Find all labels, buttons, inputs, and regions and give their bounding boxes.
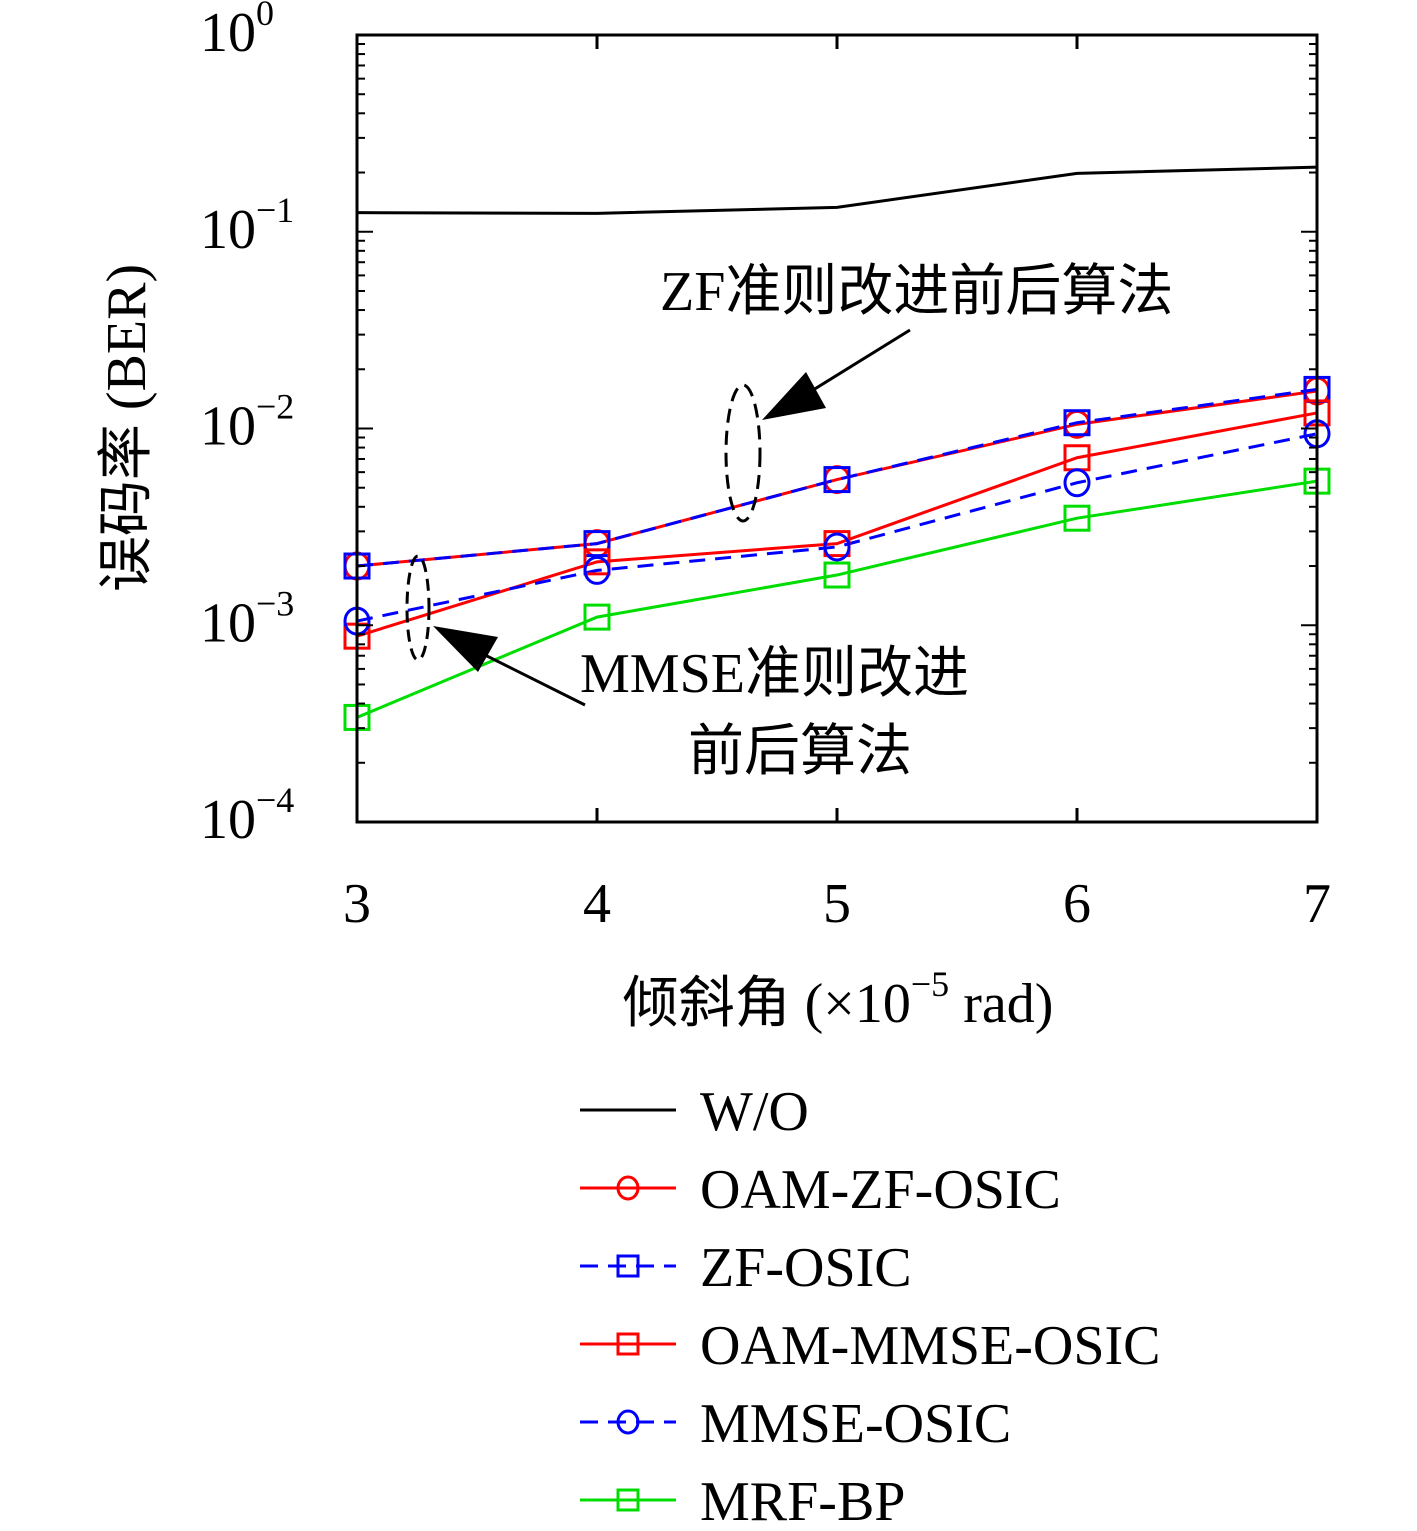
x-axis-title-exponent: −5 [911, 964, 949, 1004]
series-5-point-2 [823, 561, 851, 589]
series-5-point-3 [1063, 504, 1091, 532]
x-tick-label-4: 7 [1303, 873, 1331, 935]
legend-marker-2 [616, 1254, 640, 1278]
mmse-annotation-label-line1: MMSE准则改进 [580, 643, 969, 705]
plot-series-group [356, 165, 1318, 719]
series-line-0 [356, 165, 1318, 215]
legend: W/O OAM-ZF-OSIC ZF-OSIC OAM-MMSE-OSIC MMSE-O… [580, 1081, 1161, 1531]
legend-label-1: OAM-ZF-OSIC [700, 1159, 1061, 1221]
y-tick-label-base: 10 [200, 592, 256, 654]
legend-marker-1 [616, 1175, 640, 1201]
mmse-arrow-shaft [474, 648, 586, 707]
zf-arrow-head [762, 372, 826, 420]
x-tick-label-1: 4 [583, 873, 611, 935]
x-tick-labels: 3 4 5 6 7 [343, 873, 1331, 935]
x-axis-title-suffix: rad) [949, 973, 1053, 1035]
mmse-annotation: MMSE准则改进 前后算法 [405, 554, 969, 783]
series-5-point-1 [583, 603, 611, 631]
y-tick-label-exponent: −4 [256, 780, 294, 820]
y-tick-label-base: 10 [200, 199, 256, 261]
series-line-3 [356, 411, 1318, 638]
y-tick-label-2: 10−2 [200, 387, 294, 458]
y-tick-label-base: 10 [200, 396, 256, 458]
y-tick-label-exponent: −3 [256, 583, 294, 623]
mmse-group-ellipse [405, 554, 431, 662]
mmse-annotation-label-line2: 前后算法 [688, 721, 912, 783]
y-tick-label-1: 10−1 [200, 190, 294, 261]
y-tick-label-0: 100 [200, 0, 274, 64]
zf-annotation: ZF准则改进前后算法 [660, 261, 1173, 523]
legend-label-3: OAM-MMSE-OSIC [700, 1315, 1161, 1377]
series-3-point-1 [583, 548, 611, 576]
series-line-2 [356, 387, 1318, 568]
series-4-point-3 [1063, 468, 1091, 498]
series-2-point-3 [1063, 409, 1091, 437]
mmse-arrow-head [433, 626, 498, 672]
y-tick-label-exponent: −1 [256, 190, 294, 230]
legend-marker-5 [616, 1488, 640, 1512]
zf-group-ellipse [724, 383, 762, 523]
zf-arrow-shaft [804, 328, 911, 397]
legend-marker-4 [616, 1409, 640, 1435]
legend-label-2: ZF-OSIC [700, 1237, 912, 1299]
legend-label-0: W/O [700, 1081, 809, 1143]
zf-annotation-label: ZF准则改进前后算法 [660, 261, 1173, 323]
legend-label-4: MMSE-OSIC [700, 1393, 1011, 1455]
series-line-1 [356, 389, 1318, 568]
x-tick-label-3: 6 [1063, 873, 1091, 935]
series-4-point-2 [823, 532, 851, 562]
y-tick-label-exponent: −2 [256, 387, 294, 427]
y-tick-label-base: 10 [200, 789, 256, 851]
y-tick-label-4: 10−4 [200, 780, 294, 851]
x-axis-title: 倾斜角 (×10−5 rad) [623, 964, 1054, 1035]
legend-label-5: MRF-BP [700, 1471, 905, 1531]
y-tick-label-3: 10−3 [200, 583, 294, 654]
x-tick-label-0: 3 [343, 873, 371, 935]
series-line-4 [356, 432, 1318, 623]
x-axis-title-prefix: 倾斜角 (×10 [623, 973, 911, 1035]
x-tick-label-2: 5 [823, 873, 851, 935]
series-line-5 [356, 479, 1318, 719]
y-tick-label-base: 10 [200, 2, 256, 64]
series-2-point-1 [583, 530, 611, 558]
series-4-point-1 [583, 555, 611, 585]
y-tick-label-exponent: 0 [256, 0, 274, 33]
axis-ticks [355, 35, 1319, 823]
legend-marker-3 [616, 1332, 640, 1356]
y-axis-title: 误码率 (BER) [96, 264, 158, 592]
series-2-point-2 [823, 466, 851, 494]
